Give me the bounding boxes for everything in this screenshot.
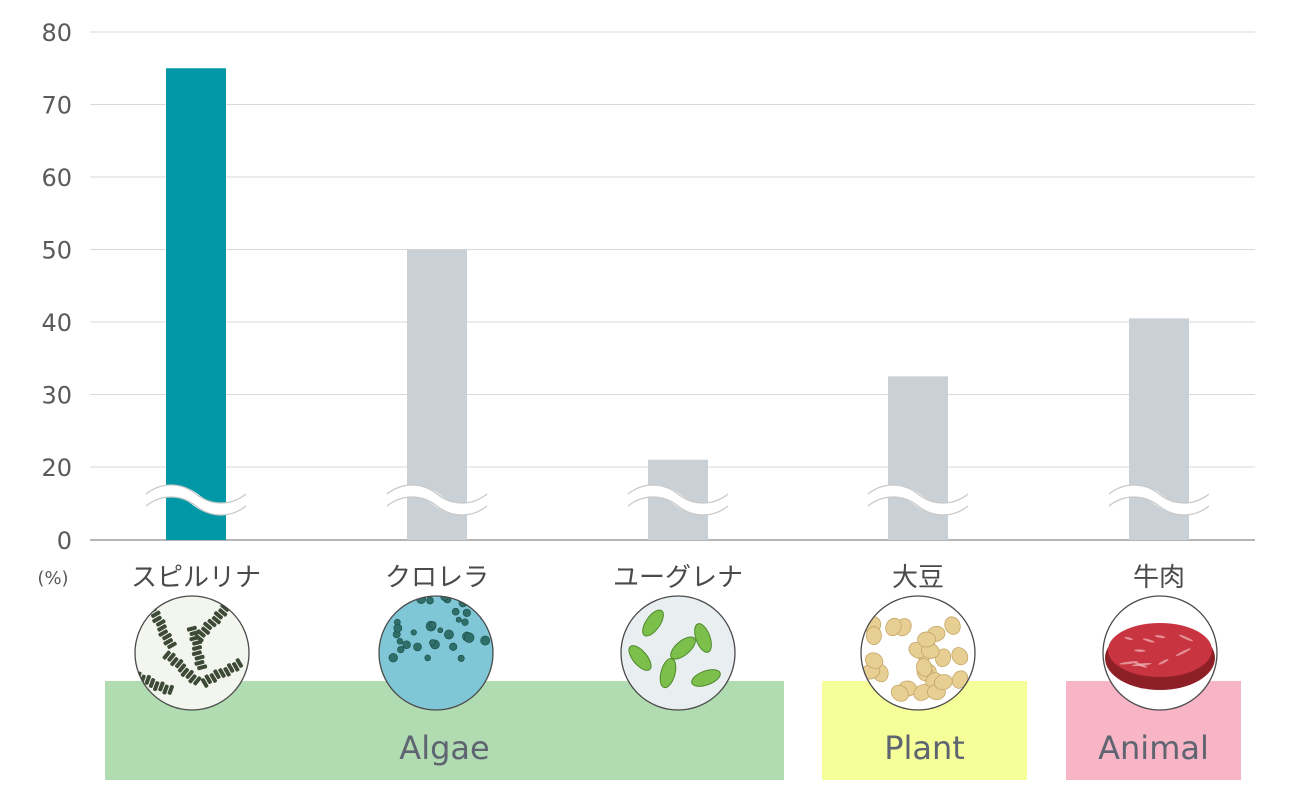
axis-break-line — [386, 496, 488, 516]
group-label: Plant — [884, 729, 965, 767]
x-axis: スピルリナ クロレラ ユーグレナ 大豆 牛肉 — [131, 563, 1185, 593]
bar — [166, 68, 226, 540]
x-tick-label: ユーグレナ — [613, 563, 743, 593]
y-tick-label: 70 — [41, 92, 72, 120]
y-axis: 0 20 30 40 50 60 70 80 — [41, 19, 72, 555]
axis-break-wave — [864, 485, 972, 515]
euglena-microscope-photo — [620, 595, 736, 711]
axis-break-wave — [1105, 485, 1213, 515]
axis-break-line — [867, 496, 969, 516]
grid — [90, 31, 1255, 541]
y-tick-label: 50 — [41, 237, 72, 265]
spirulina-microscope-photo — [134, 595, 250, 711]
chlorella-microscope-photo — [378, 595, 494, 711]
x-tick-label: 牛肉 — [1133, 563, 1185, 593]
axis-break-wave — [383, 485, 491, 515]
y-tick-label: 80 — [41, 19, 72, 47]
axis-break-wave — [624, 485, 732, 515]
category-images — [134, 595, 1218, 711]
y-unit-label: (%) — [37, 568, 68, 589]
axis-break-line — [1108, 496, 1210, 516]
y-tick-label: 40 — [41, 309, 72, 337]
y-tick-label: 30 — [41, 382, 72, 410]
axis-break-line — [145, 484, 247, 504]
axis-break-line — [386, 484, 488, 504]
beef-photo — [1102, 595, 1218, 711]
axis-break-wave — [142, 485, 250, 515]
x-tick-label: 大豆 — [892, 563, 944, 593]
y-tick-label: 60 — [41, 164, 72, 192]
axis-break-line — [627, 496, 729, 516]
axis-break-line — [1108, 484, 1210, 504]
image-frame — [620, 595, 736, 711]
axis-break-line — [145, 496, 247, 516]
image-frame — [134, 595, 250, 711]
image-frame — [378, 595, 494, 711]
bar — [888, 376, 948, 540]
y-tick-label: 0 — [57, 527, 72, 555]
image-frame — [860, 595, 976, 711]
x-tick-label: スピルリナ — [131, 563, 261, 593]
axis-break-line — [627, 484, 729, 504]
soybeans-photo — [860, 595, 976, 711]
x-tick-label: クロレラ — [385, 563, 489, 593]
y-tick-label: 20 — [41, 454, 72, 482]
bars — [142, 68, 1213, 540]
group-label: Animal — [1098, 729, 1209, 767]
image-frame — [1102, 595, 1218, 711]
group-label: Algae — [399, 729, 489, 767]
axis-break-line — [867, 484, 969, 504]
